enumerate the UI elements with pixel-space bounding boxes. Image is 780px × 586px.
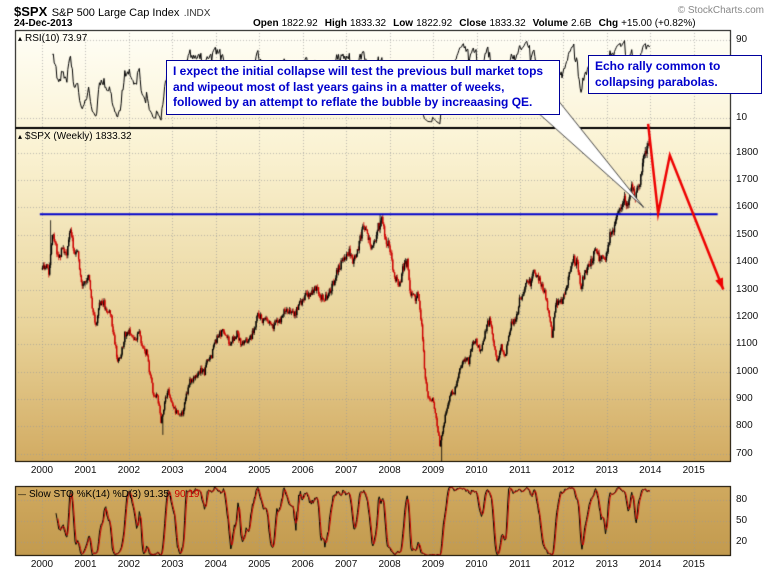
x-axis-label: 2010 — [465, 465, 488, 476]
y-axis-label: 1300 — [736, 283, 759, 295]
x-axis-label: 2004 — [204, 559, 227, 570]
x-axis-label: 2008 — [378, 559, 401, 570]
quote-field-value: 1822.92 — [281, 18, 318, 29]
y-axis-label: 1000 — [736, 365, 759, 377]
copyright: © StockCharts.com — [677, 5, 764, 16]
x-axis-label: 2009 — [421, 559, 445, 570]
quote-line: Open 1822.92 High 1833.32 Low 1822.92 Close 183… — [246, 18, 696, 29]
echo-box: Echo rally common to collapsing parabola… — [588, 55, 762, 95]
quote-field-value: +15.00 (+0.82%) — [621, 18, 696, 29]
y-axis-label: 50 — [736, 515, 748, 526]
x-axis-label: 2015 — [682, 559, 705, 570]
quote-field-value: 1833.32 — [489, 18, 526, 29]
x-axis-label: 2005 — [248, 559, 271, 570]
y-axis-label: 900 — [736, 393, 753, 405]
x-axis-label: 2011 — [509, 559, 531, 570]
quote-field-value: 2.6B — [571, 18, 592, 29]
quote-field-label: Volume — [532, 18, 569, 29]
y-axis-label: 1600 — [736, 201, 759, 213]
y-axis-label: 1500 — [736, 228, 759, 240]
x-axis-label: 2000 — [30, 465, 54, 476]
x-axis-label: 2004 — [204, 465, 227, 476]
rsi-label: RSI(10) — [25, 33, 60, 44]
index-name: S&P 500 Large Cap Index — [51, 7, 180, 19]
x-axis-label: 2011 — [509, 465, 531, 476]
x-axis-label: 2008 — [378, 465, 401, 476]
x-axis-label: 2013 — [595, 559, 618, 570]
y-axis-label: 80 — [736, 494, 748, 505]
x-axis-label: 2012 — [552, 559, 575, 570]
sto-k-value: 91.35, — [143, 489, 172, 500]
exchange-suffix: .INDX — [183, 8, 211, 19]
pane-toggle-icon[interactable]: ▴ — [18, 34, 23, 43]
x-axis-label: 2001 — [74, 465, 97, 476]
quote-field-label: Close — [459, 18, 487, 29]
y-axis-label: 700 — [736, 447, 753, 459]
note-box: I expect the initial collapse will test … — [166, 60, 560, 115]
x-axis-label: 2013 — [595, 465, 618, 476]
x-axis-label: 2014 — [639, 559, 662, 570]
quote-field-value: 1833.32 — [349, 18, 387, 29]
main-label: $SPX (Weekly) — [25, 131, 93, 142]
x-axis-label: 2012 — [552, 465, 575, 476]
x-axis-label: 2002 — [117, 559, 141, 570]
x-axis-label: 2009 — [421, 465, 445, 476]
x-axis-label: 2001 — [74, 559, 97, 570]
chart-header: $SPX S&P 500 Large Cap Index .INDX — [14, 3, 210, 21]
sto-pane-label: — Slow STO %K(14) %D(3) 91.35, 90.19 — [18, 489, 199, 500]
main-pane-label: ▴ $SPX (Weekly) 1833.32 — [18, 131, 132, 142]
quote-field-label: Low — [393, 18, 414, 29]
quote-field-label: High — [324, 18, 347, 29]
quote-date: 24-Dec-2013 — [14, 18, 73, 29]
x-axis-label: 2005 — [248, 465, 271, 476]
y-axis-label: 10 — [736, 112, 748, 124]
symbol: $SPX — [14, 4, 48, 19]
quote-field-value: 1822.92 — [416, 18, 453, 29]
pane-toggle-icon[interactable]: ▴ — [18, 132, 23, 141]
y-axis-label: 1800 — [736, 146, 759, 158]
x-axis-label: 2007 — [335, 559, 358, 570]
rsi-pane-label: ▴ RSI(10) 73.97 — [18, 33, 87, 44]
x-axis-label: 2014 — [639, 465, 662, 476]
main-value: 1833.32 — [95, 131, 132, 142]
y-axis-label: 1400 — [736, 256, 759, 268]
quote-field-label: Open — [253, 18, 279, 29]
y-axis-label: 1200 — [736, 310, 759, 322]
x-axis-label: 2003 — [161, 559, 184, 570]
x-axis-label: 2010 — [465, 559, 488, 570]
x-axis-label: 2000 — [30, 559, 54, 570]
y-axis-label: 90 — [736, 33, 748, 45]
x-axis-label: 2007 — [335, 465, 358, 476]
x-axis-label: 2002 — [117, 465, 141, 476]
y-axis-label: 20 — [736, 536, 748, 547]
y-axis-label: 800 — [736, 420, 753, 432]
y-axis-label: 1100 — [736, 338, 758, 350]
x-axis-label: 2006 — [291, 465, 314, 476]
y-axis-label: 1700 — [736, 174, 759, 186]
x-axis-label: 2015 — [682, 465, 705, 476]
quote-field-label: Chg — [598, 18, 619, 29]
x-axis-label: 2003 — [161, 465, 184, 476]
rsi-value: 73.97 — [62, 33, 88, 44]
line-swatch-icon[interactable]: — — [18, 490, 26, 499]
x-axis-label: 2006 — [291, 559, 314, 570]
sto-d-value: 90.19 — [174, 489, 200, 500]
sto-label: Slow STO %K(14) %D(3) — [29, 489, 142, 500]
